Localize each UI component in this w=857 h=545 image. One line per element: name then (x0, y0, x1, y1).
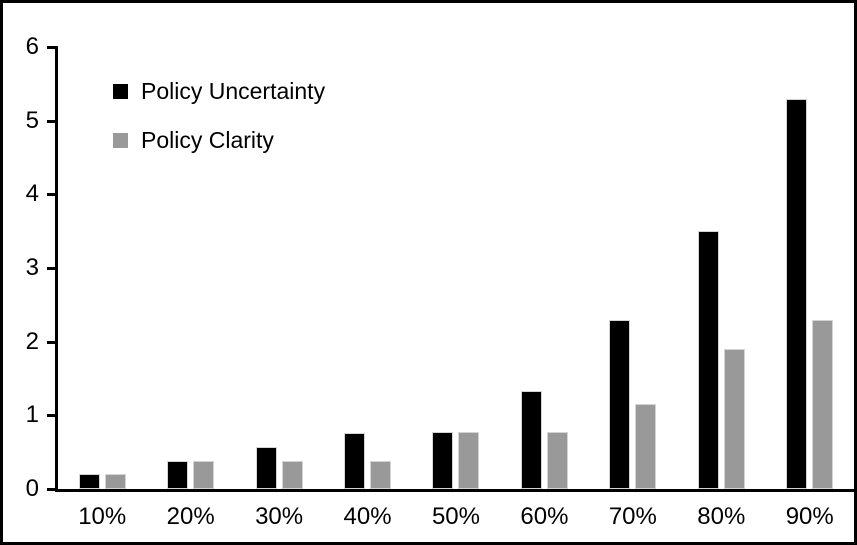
chart-legend: Policy Uncertainty Policy Clarity (113, 77, 326, 177)
x-tick-label: 60% (520, 503, 569, 530)
y-tick-mark (47, 46, 58, 49)
bar-group-40% (323, 47, 411, 489)
bar-policy-uncertainty-60% (520, 391, 542, 489)
y-tick-mark (47, 414, 58, 418)
bar-policy-clarity-30% (281, 461, 303, 489)
x-tick-label: 30% (255, 503, 304, 530)
bar-policy-uncertainty-30% (255, 447, 277, 489)
y-tick-label: 2 (25, 327, 39, 355)
bar-policy-uncertainty-10% (78, 474, 100, 489)
bar-policy-clarity-50% (458, 432, 480, 489)
y-tick-mark (47, 488, 58, 491)
bar-policy-clarity-80% (723, 349, 745, 489)
x-axis-labels: 10% 20% 30% 40% 50% 60% 70% 80% 90% (58, 503, 854, 530)
legend-label: Policy Clarity (141, 126, 274, 153)
x-axis-line (55, 489, 854, 492)
bar-policy-uncertainty-70% (609, 320, 631, 489)
bar-policy-uncertainty-90% (786, 99, 808, 489)
y-tick-mark (47, 340, 58, 344)
plot-area (58, 47, 854, 489)
y-tick-label: 1 (25, 401, 39, 429)
x-tick-label: 80% (697, 503, 746, 530)
y-tick-mark (47, 119, 58, 123)
legend-swatch-gray-icon (113, 132, 128, 148)
y-tick-label: 4 (25, 180, 39, 208)
bar-group-60% (500, 47, 588, 489)
bar-policy-uncertainty-80% (697, 231, 719, 489)
y-tick-mark (47, 267, 58, 270)
bar-policy-clarity-90% (812, 320, 834, 489)
y-tick-label: 5 (25, 106, 39, 134)
bar-policy-uncertainty-40% (344, 433, 366, 489)
bar-policy-clarity-10% (104, 474, 126, 489)
legend-item-policy-uncertainty: Policy Uncertainty (113, 77, 326, 104)
x-tick-label: 50% (431, 503, 480, 530)
legend-label: Policy Uncertainty (141, 77, 326, 104)
bar-policy-uncertainty-20% (167, 461, 189, 489)
bar-group-30% (235, 47, 323, 489)
x-tick-label: 70% (608, 503, 657, 530)
bar-policy-clarity-60% (546, 432, 568, 489)
bar-policy-clarity-40% (370, 461, 392, 489)
x-tick-label: 20% (166, 503, 215, 530)
legend-swatch-black-icon (113, 83, 128, 99)
bar-policy-uncertainty-50% (432, 432, 454, 489)
y-tick-label: 3 (25, 254, 39, 281)
bar-group-50% (412, 47, 500, 489)
bar-policy-clarity-70% (635, 404, 657, 489)
bar-group-20% (146, 47, 234, 489)
bar-group-90% (766, 47, 854, 489)
bar-policy-clarity-20% (193, 461, 215, 489)
y-axis-line (55, 47, 58, 492)
y-tick-mark (47, 193, 58, 197)
y-tick-label: 0 (25, 475, 39, 502)
x-tick-label: 90% (785, 503, 834, 530)
bar-group-70% (589, 47, 677, 489)
x-tick-label: 10% (78, 503, 127, 530)
bar-group-10% (58, 47, 146, 489)
bar-group-80% (677, 47, 765, 489)
x-tick-label: 40% (343, 503, 392, 530)
legend-item-policy-clarity: Policy Clarity (113, 126, 325, 153)
y-tick-label: 6 (25, 33, 39, 60)
